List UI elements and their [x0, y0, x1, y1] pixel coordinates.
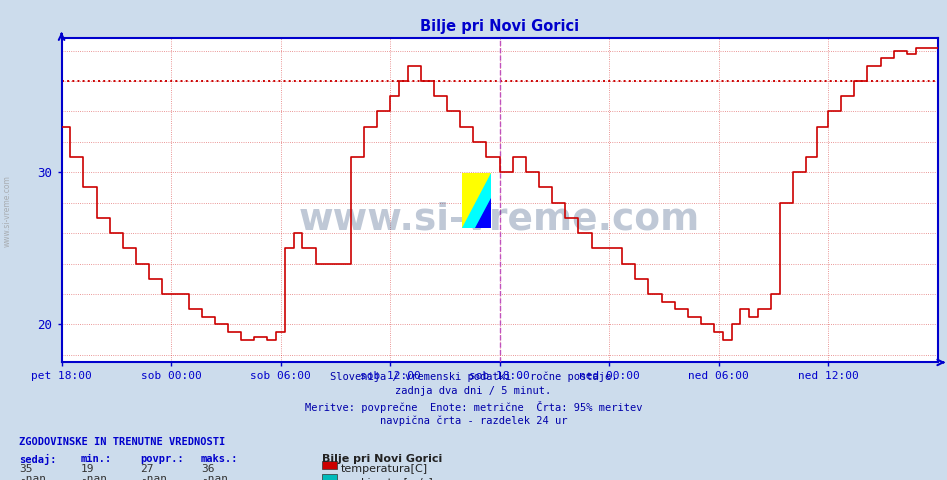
Text: 36: 36 [201, 464, 214, 474]
Text: 27: 27 [140, 464, 153, 474]
Title: Bilje pri Novi Gorici: Bilje pri Novi Gorici [420, 20, 580, 35]
Text: Slovenija / vremenski podatki - ročne postaje.: Slovenija / vremenski podatki - ročne po… [330, 372, 617, 383]
Text: -nan: -nan [80, 474, 108, 480]
Text: navpična črta - razdelek 24 ur: navpična črta - razdelek 24 ur [380, 415, 567, 426]
Text: -nan: -nan [19, 474, 46, 480]
Text: -nan: -nan [201, 474, 228, 480]
Text: 19: 19 [80, 464, 94, 474]
Text: povpr.:: povpr.: [140, 454, 184, 464]
Text: 35: 35 [19, 464, 32, 474]
Text: min.:: min.: [80, 454, 112, 464]
Polygon shape [462, 173, 491, 228]
Text: temperatura[C]: temperatura[C] [341, 464, 428, 474]
Text: sedaj:: sedaj: [19, 454, 57, 465]
Polygon shape [475, 198, 491, 228]
Polygon shape [462, 173, 491, 228]
Text: ZGODOVINSKE IN TRENUTNE VREDNOSTI: ZGODOVINSKE IN TRENUTNE VREDNOSTI [19, 437, 225, 447]
Text: zadnja dva dni / 5 minut.: zadnja dva dni / 5 minut. [396, 386, 551, 396]
Text: -nan: -nan [140, 474, 168, 480]
Text: Bilje pri Novi Gorici: Bilje pri Novi Gorici [322, 454, 442, 464]
Text: sunki vetra[m/s]: sunki vetra[m/s] [341, 477, 433, 480]
Text: maks.:: maks.: [201, 454, 239, 464]
Text: www.si-vreme.com: www.si-vreme.com [3, 175, 12, 247]
Text: Meritve: povprečne  Enote: metrične  Črta: 95% meritev: Meritve: povprečne Enote: metrične Črta:… [305, 401, 642, 413]
Text: www.si-vreme.com: www.si-vreme.com [299, 202, 700, 238]
